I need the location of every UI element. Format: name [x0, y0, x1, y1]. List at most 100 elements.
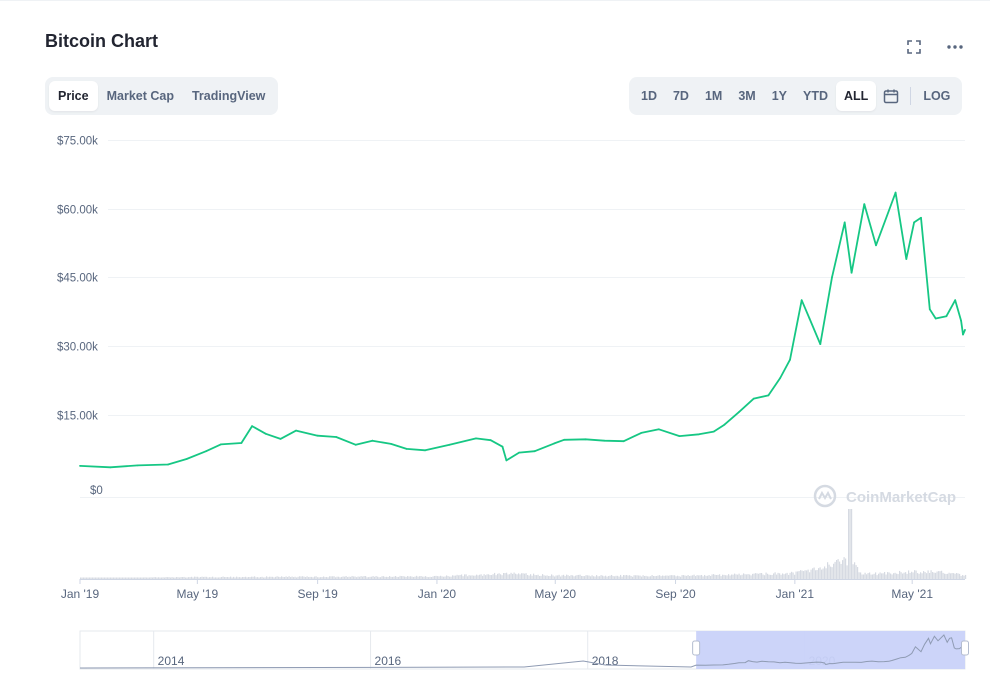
tab-price[interactable]: Price	[49, 81, 98, 111]
tab-market-cap[interactable]: Market Cap	[106, 89, 174, 103]
volume-bar	[755, 573, 757, 579]
volume-bar	[254, 576, 256, 579]
volume-bar	[957, 573, 959, 579]
navigator-handle-right[interactable]	[961, 640, 969, 656]
volume-bar	[141, 577, 143, 579]
volume-bar	[422, 576, 424, 579]
volume-bar	[99, 577, 101, 579]
volume-bar	[267, 577, 269, 579]
volume-bar	[518, 573, 520, 579]
volume-bar	[272, 576, 274, 579]
volume-bar	[426, 576, 428, 579]
volume-bar	[117, 577, 119, 579]
volume-bar	[225, 577, 227, 579]
volume-bar	[656, 575, 658, 579]
volume-bar	[689, 576, 691, 579]
volume-bar	[387, 576, 389, 579]
volume-bar	[776, 574, 778, 579]
data-point	[738, 411, 740, 413]
range-1m[interactable]: 1M	[704, 89, 723, 103]
volume-bar	[261, 576, 263, 579]
volume-bar	[413, 576, 415, 579]
y-tick-label: $75.00k	[57, 136, 98, 148]
volume-bar	[807, 569, 809, 579]
volume-bar	[135, 577, 137, 579]
volume-bar	[164, 577, 166, 579]
volume-bar	[312, 577, 314, 579]
volume-bar	[242, 576, 244, 579]
volume-bar	[702, 576, 704, 579]
volume-bar	[161, 577, 163, 579]
volume-bar	[471, 575, 473, 579]
volume-bar	[890, 573, 892, 579]
volume-bar	[191, 576, 193, 579]
volume-bar	[648, 576, 650, 579]
volume-bar	[569, 576, 571, 579]
volume-bar	[914, 570, 916, 579]
volume-bar	[683, 575, 685, 579]
volume-bar	[765, 572, 767, 579]
volume-bar	[435, 575, 437, 579]
volume-bar	[935, 572, 937, 579]
volume-bar	[821, 569, 823, 579]
volume-bar	[450, 576, 452, 579]
volume-bar	[168, 577, 170, 579]
volume-bar	[324, 577, 326, 579]
volume-bar	[869, 572, 871, 579]
volume-bar	[386, 576, 388, 579]
volume-bar	[200, 577, 202, 579]
volume-bar	[722, 574, 724, 579]
volume-bar	[432, 576, 434, 579]
volume-bar	[953, 573, 955, 579]
volume-bar	[287, 577, 289, 579]
volume-bar	[798, 571, 800, 579]
volume-bar	[750, 575, 752, 579]
volume-bar	[461, 574, 463, 579]
volume-bar	[582, 576, 584, 579]
range-1y[interactable]: 1Y	[771, 89, 788, 103]
range-3m[interactable]: 3M	[738, 89, 756, 103]
range-all[interactable]: ALL	[836, 81, 877, 111]
fullscreen-icon[interactable]	[902, 35, 926, 59]
volume-bar	[357, 576, 359, 579]
volume-bar	[852, 564, 854, 579]
calendar-icon[interactable]	[876, 81, 906, 111]
volume-bar	[299, 576, 301, 579]
volume-bar	[383, 576, 385, 579]
volume-bar	[633, 575, 635, 579]
volume-bar	[770, 574, 772, 579]
volume-bar	[926, 573, 928, 579]
navigator-handle-left[interactable]	[692, 640, 701, 656]
volume-bar	[534, 575, 536, 579]
volume-bar	[149, 577, 151, 579]
volume-bar	[269, 576, 271, 579]
volume-bar	[171, 577, 173, 579]
range-ytd[interactable]: YTD	[803, 89, 829, 103]
volume-bar	[258, 577, 260, 579]
volume-bar	[309, 576, 311, 579]
volume-bar	[837, 559, 839, 579]
log-scale-toggle[interactable]: LOG	[923, 89, 951, 103]
volume-bar	[207, 577, 209, 579]
volume-bar	[885, 574, 887, 579]
volume-bar	[653, 576, 655, 579]
range-1d[interactable]: 1D	[641, 89, 657, 103]
volume-bar	[494, 572, 496, 579]
volume-bar	[587, 575, 589, 579]
tab-tradingview[interactable]: TradingView	[191, 89, 266, 103]
more-icon[interactable]	[943, 35, 967, 59]
volume-bar	[276, 576, 278, 579]
volume-bar	[671, 575, 673, 579]
volume-bar	[819, 567, 821, 579]
range-7d[interactable]: 7D	[672, 89, 689, 103]
volume-bar	[278, 576, 280, 579]
volume-bar	[279, 577, 281, 579]
price-line	[79, 191, 966, 469]
volume-bar	[444, 576, 446, 579]
volume-bar	[341, 576, 343, 579]
volume-bar	[449, 576, 451, 579]
volume-bar	[713, 574, 715, 579]
volume-bar	[401, 576, 403, 579]
volume-bar	[875, 572, 877, 579]
